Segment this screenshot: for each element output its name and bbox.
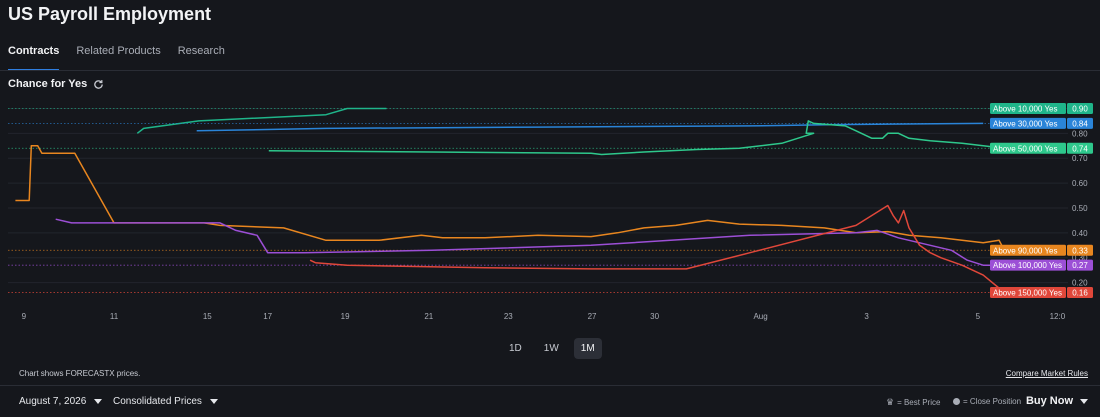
chevron-down-icon [94,399,103,404]
close-position-icon [953,398,960,405]
close-position-key: = Close Position [953,397,1021,406]
tab-divider [0,70,1100,71]
x-tick-label: 27 [588,312,597,321]
close-position-label: = Close Position [963,397,1022,406]
prices-label: Consolidated Prices [113,396,202,407]
buy-now-button[interactable]: Buy Now [1026,395,1088,407]
series-line [309,204,1005,294]
series-value-label: 0.84 [1072,119,1088,128]
x-tick-label: 21 [424,312,433,321]
compare-market-rules-link[interactable]: Compare Market Rules [1005,369,1088,378]
y-tick-label: 0.30 [1072,254,1088,263]
x-tick-label: 12:0 [1050,312,1066,321]
series-label-bg [990,287,1066,299]
series-value-bg [1067,142,1093,154]
series-label-bg [990,259,1066,271]
series-value-bg [1067,287,1093,299]
x-tick-label: 17 [263,312,272,321]
series-label: Above 30,000 Yes [993,119,1058,128]
series-line [55,218,1005,266]
range-1d-button[interactable]: 1D [509,343,522,354]
series-value-bg [1067,244,1093,256]
chevron-down-icon [1080,398,1088,404]
series-value-label: 0.27 [1072,261,1088,270]
x-tick-label: 30 [650,312,659,321]
range-selector: 1D 1W 1M [502,338,602,359]
x-tick-label: Aug [753,312,767,321]
date-selector[interactable]: August 7, 2026 [19,396,103,407]
buy-now-label: Buy Now [1025,395,1073,407]
best-price-label: = Best Price [897,398,941,407]
bottom-bar: August 7, 2026 Consolidated Prices ♛ = B… [0,392,1100,414]
series-line [136,107,387,134]
chart-footnote: Chart shows FORECASTX prices. [19,369,141,378]
series-label: Above 150,000 Yes [993,289,1062,298]
series-label: Above 10,000 Yes [993,104,1058,113]
x-tick-label: 9 [22,312,27,321]
series-label: Above 90,000 Yes [993,246,1058,255]
x-tick-label: 15 [203,312,212,321]
crown-icon: ♛ [886,397,895,407]
bottom-divider [0,385,1100,386]
y-tick-label: 0.40 [1072,229,1088,238]
series-value-bg [1067,259,1093,271]
series-label-bg [990,102,1066,114]
x-tick-label: 19 [341,312,350,321]
refresh-icon[interactable] [93,79,104,90]
y-tick-label: 0.70 [1072,154,1088,163]
tab-research[interactable]: Research [177,45,225,57]
y-tick-label: 0.60 [1072,179,1088,188]
section-title: Chance for Yes [8,78,104,90]
series-label: Above 50,000 Yes [993,144,1058,153]
section-title-label: Chance for Yes [8,78,88,90]
x-tick-label: 11 [110,312,119,321]
range-1m-button[interactable]: 1M [573,338,602,359]
x-tick-label: 5 [976,312,981,321]
series-value-label: 0.90 [1072,104,1088,113]
prices-selector[interactable]: Consolidated Prices [113,396,218,407]
x-tick-label: 23 [504,312,513,321]
tab-bar: Contracts Related Products Research [8,45,242,71]
series-label-bg [990,117,1066,129]
best-price-key: ♛ = Best Price [886,397,940,408]
x-tick-label: 3 [864,312,869,321]
chevron-down-icon [209,399,218,404]
series-label: Above 100,000 Yes [993,261,1062,270]
series-label-bg [990,142,1066,154]
series-value-label: 0.33 [1072,246,1088,255]
range-1w-button[interactable]: 1W [543,343,559,354]
y-tick-label: 0.50 [1072,204,1088,213]
series-value-bg [1067,117,1093,129]
tab-related-products[interactable]: Related Products [76,45,161,57]
series-label-bg [990,244,1066,256]
series-value-label: 0.16 [1072,289,1088,298]
page-title: US Payroll Employment [8,4,212,24]
series-line [15,145,1006,251]
price-chart[interactable]: 0.90 0.80 0.70 0.60 0.50 0.40 0.30 0.20 9 11 15 17 1… [0,95,1100,330]
y-tick-label: 0.80 [1072,129,1088,138]
y-tick-label: 0.20 [1072,279,1088,288]
date-label: August 7, 2026 [19,396,87,407]
series-value-bg [1067,102,1093,114]
series-value-label: 0.74 [1072,144,1088,153]
tab-contracts[interactable]: Contracts [8,45,60,71]
series-line [268,120,1016,156]
series-line [196,122,984,132]
